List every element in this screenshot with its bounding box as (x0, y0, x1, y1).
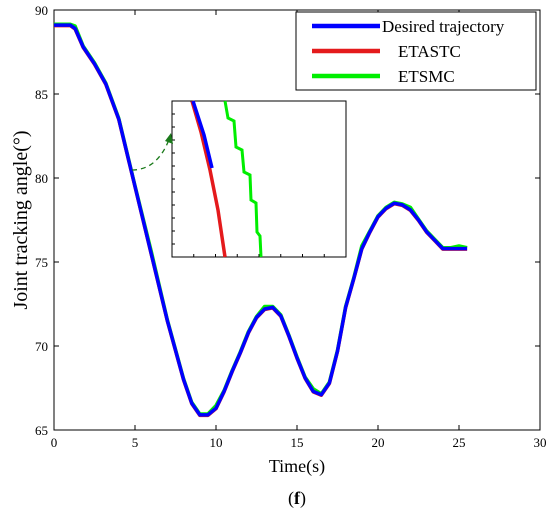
y-tick-label: 70 (35, 339, 48, 354)
inset-pointer-line (131, 136, 171, 171)
y-tick-label: 85 (35, 87, 48, 102)
x-tick-label: 10 (210, 435, 223, 450)
inset-line-desired (191, 100, 214, 169)
inset-zoom (171, 100, 347, 258)
panel-label-letter: f (294, 488, 300, 508)
legend-entry-desired-label: Desired trajectory (382, 17, 505, 36)
x-tick-label: 30 (534, 435, 547, 450)
x-tick-label: 15 (291, 435, 304, 450)
y-tick-label: 75 (35, 255, 48, 270)
x-axis-label: Time(s) (269, 456, 325, 477)
legend: Desired trajectory ETASTC ETSMC (295, 11, 537, 91)
y-tick-label: 80 (35, 171, 48, 186)
x-tick-label: 5 (132, 435, 139, 450)
chart-svg: 0 5 10 15 20 25 30 65 70 75 80 85 90 Time(s) Joint tra… (10, 3, 547, 477)
inset-pointer-arrowhead (165, 133, 173, 144)
x-tick-label: 20 (372, 435, 385, 450)
y-tick-label: 65 (35, 423, 48, 438)
x-tick-label: 0 (51, 435, 58, 450)
inset-line-etsmc (223, 100, 263, 258)
legend-entry-etsmc-label: ETSMC (398, 67, 455, 86)
y-axis-label: Joint tracking angle(°) (10, 130, 32, 309)
x-tick-label: 25 (453, 435, 466, 450)
series-line-desired (54, 23, 468, 417)
legend-entry-etastc-label: ETASTC (398, 42, 461, 61)
panel-label: (f) (288, 488, 306, 508)
y-tick-label: 90 (35, 3, 48, 18)
